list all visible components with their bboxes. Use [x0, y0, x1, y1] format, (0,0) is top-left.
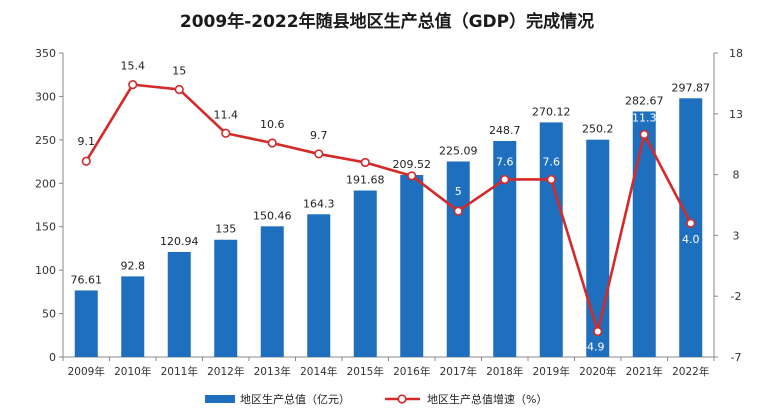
legend-label-growth: 地区生产总值增速（%）	[427, 392, 547, 406]
gdp-data-label: 76.61	[71, 273, 103, 286]
growth-rate-line	[85, 83, 692, 333]
growth-rate-point	[500, 174, 510, 185]
x-tick-label: 2014年	[300, 365, 337, 378]
right-tick-label: 18	[729, 47, 743, 60]
growth-rate-point	[407, 171, 417, 181]
growth-data-label: 15	[172, 64, 186, 77]
gdp-data-label: 282.67	[625, 94, 664, 107]
gdp-data-label: 250.2	[582, 123, 614, 136]
right-tick-label: -7	[731, 351, 742, 364]
x-tick-label: 2018年	[486, 365, 523, 378]
growth-data-label: -4.9	[583, 340, 604, 353]
left-tick-label: 300	[35, 90, 56, 103]
x-tick-label: 2013年	[254, 365, 291, 378]
x-tick-label: 2022年	[672, 365, 709, 378]
x-tick-label: 2017年	[440, 365, 477, 378]
growth-rate-point	[546, 174, 556, 185]
growth-rate-point	[453, 206, 463, 216]
chart-title: 2009年-2022年随县地区生产总值（GDP）完成情况	[180, 11, 594, 32]
growth-rate-point	[128, 80, 138, 90]
gdp-bar	[632, 111, 656, 357]
growth-data-label: 11.3	[632, 111, 657, 124]
legend-swatch-gdp	[205, 395, 235, 403]
growth-data-label: 5	[455, 185, 462, 198]
gdp-data-label: 191.68	[346, 174, 385, 187]
growth-rate-point	[639, 129, 649, 140]
gdp-bar	[493, 140, 517, 357]
growth-data-label: 10.6	[260, 118, 285, 131]
left-tick-label: 250	[35, 134, 56, 147]
gdp-bar	[214, 239, 238, 357]
plot-area: 0 50 100 150 200 250 300 350 -7 -2 3 8 13 18 2009年 2010…	[35, 47, 743, 378]
gdp-bar	[260, 226, 284, 357]
gdp-bar	[353, 190, 377, 357]
left-tick-label: 50	[42, 308, 56, 321]
left-tick-label: 350	[35, 47, 56, 60]
x-tick-label: 2009年	[68, 365, 105, 378]
left-tick-label: 150	[35, 221, 56, 234]
gdp-data-label: 297.87	[672, 81, 711, 94]
growth-rate-point	[221, 128, 231, 138]
x-tick-label: 2016年	[393, 365, 430, 378]
x-tick-label: 2011年	[161, 365, 198, 378]
growth-data-label: 15.4	[121, 60, 146, 73]
legend: 地区生产总值（亿元） 地区生产总值增速（%）	[205, 392, 547, 406]
growth-rate-point	[267, 138, 277, 148]
gdp-bar	[400, 175, 424, 357]
x-tick-label: 2012年	[207, 365, 244, 378]
growth-data-label: 7.6	[496, 155, 514, 168]
growth-rate-point	[81, 156, 91, 166]
x-tick-label: 2019年	[533, 365, 570, 378]
right-tick-label: 13	[729, 108, 743, 121]
growth-rate-point	[686, 218, 696, 228]
gdp-data-label: 248.7	[489, 124, 521, 137]
gdp-bar	[446, 161, 470, 357]
left-tick-label: 100	[35, 264, 56, 277]
x-tick-label: 2021年	[626, 365, 663, 378]
gdp-data-label: 92.8	[121, 259, 146, 272]
left-tick-label: 200	[35, 177, 56, 190]
legend-swatch-growth-marker	[397, 394, 407, 404]
growth-rate-point	[593, 326, 603, 337]
x-tick-label: 2010年	[114, 365, 151, 378]
gdp-bar	[586, 139, 610, 357]
right-tick-label: -2	[731, 290, 742, 303]
x-tick-label: 2020年	[579, 365, 616, 378]
left-tick-label: 0	[49, 351, 56, 364]
growth-data-label: 4.0	[682, 233, 700, 246]
gdp-bar	[121, 276, 145, 357]
gdp-bar	[539, 122, 563, 357]
x-tick-label: 2015年	[347, 365, 384, 378]
gdp-bar	[74, 290, 98, 357]
growth-data-label: 9.7	[310, 129, 328, 142]
growth-data-label: 11.4	[214, 108, 239, 121]
right-tick-label: 8	[733, 169, 740, 182]
legend-label-gdp: 地区生产总值（亿元）	[240, 392, 350, 406]
gdp-data-label: 164.3	[303, 197, 335, 210]
growth-data-label: 7.6	[543, 155, 561, 168]
growth-rate-point	[174, 84, 184, 95]
growth-rate-point	[314, 149, 324, 159]
gdp-data-label: 135	[215, 223, 236, 236]
gdp-bar	[307, 214, 331, 357]
gdp-bar	[167, 251, 191, 357]
gdp-data-label: 150.46	[253, 209, 292, 222]
growth-data-label: 9.1	[78, 135, 96, 148]
gdp-data-label: 225.09	[439, 144, 478, 157]
gdp-data-label: 120.94	[160, 235, 199, 248]
right-tick-label: 3	[733, 229, 740, 242]
growth-rate-point	[360, 157, 370, 168]
gdp-data-label: 209.52	[393, 158, 432, 171]
gdp-data-label: 270.12	[532, 105, 571, 118]
